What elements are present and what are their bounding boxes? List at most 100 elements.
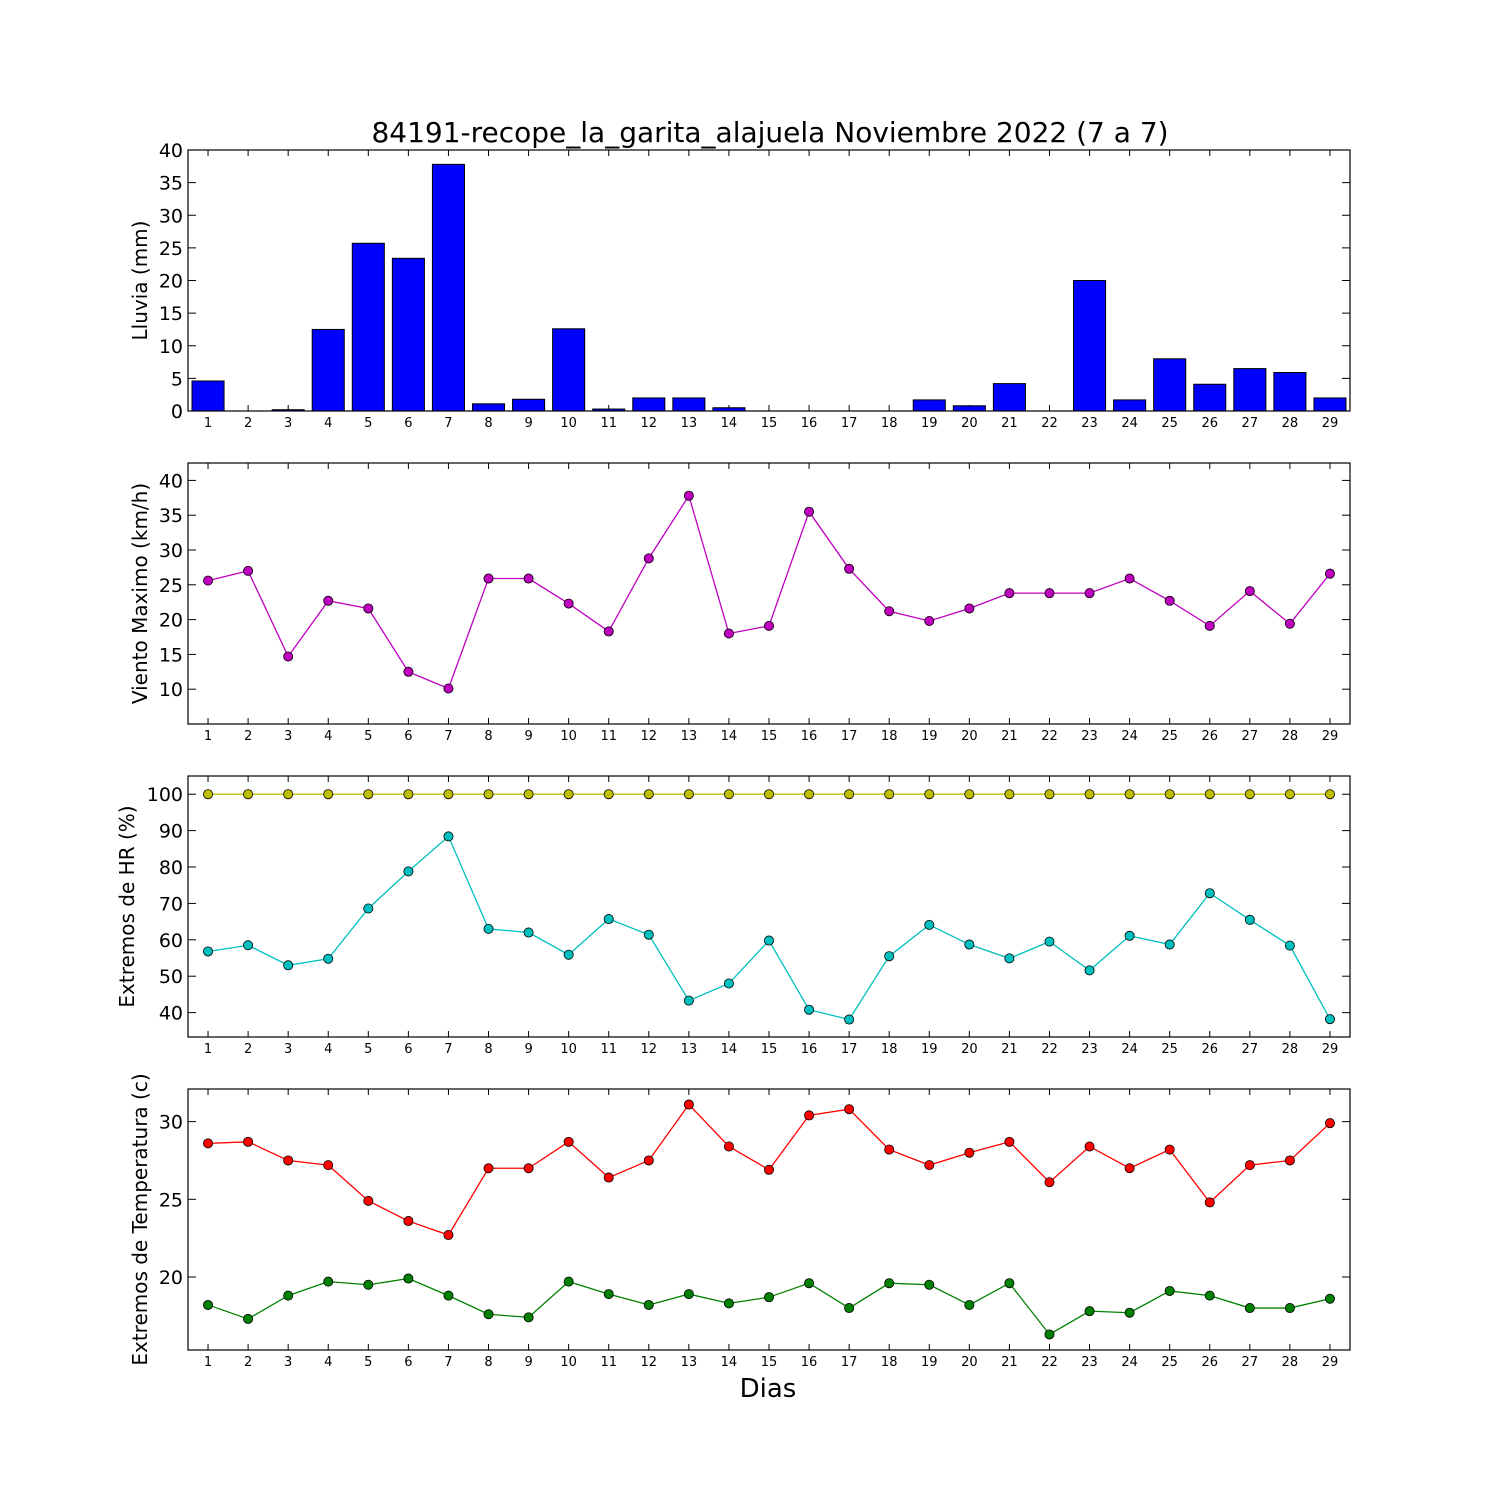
x-tick-label: 29 [1322, 416, 1339, 431]
y-tick-label: 5 [171, 368, 183, 390]
data-point [563, 949, 574, 960]
x-tick-label: 8 [484, 1355, 492, 1370]
y-axis-label: Viento Maximo (km/h) [128, 483, 152, 704]
x-tick-label: 10 [560, 729, 577, 744]
x-tick-label: 10 [560, 416, 577, 431]
x-tick-label: 1 [204, 1042, 212, 1057]
data-point [403, 789, 414, 800]
data-point [1284, 789, 1295, 800]
data-point [844, 563, 855, 574]
data-point [203, 789, 214, 800]
x-tick-label: 13 [681, 1355, 698, 1370]
data-point [283, 651, 294, 662]
data-point [363, 903, 374, 914]
data-point [483, 789, 494, 800]
data-point [924, 615, 935, 626]
data-point [563, 1136, 574, 1147]
data-point [1124, 1163, 1135, 1174]
data-point [1004, 588, 1015, 599]
data-point [723, 1298, 734, 1309]
x-tick-label: 17 [841, 1355, 858, 1370]
x-tick-label: 20 [961, 729, 978, 744]
x-tick-label: 18 [881, 729, 898, 744]
x-tick-label: 21 [1001, 416, 1018, 431]
data-point [243, 940, 254, 951]
data-point [643, 789, 654, 800]
x-tick-label: 9 [524, 729, 532, 744]
data-point [1044, 1329, 1055, 1340]
data-point [1124, 789, 1135, 800]
data-point [563, 1276, 574, 1287]
x-tick-label: 23 [1081, 416, 1098, 431]
x-tick-label: 25 [1161, 1355, 1178, 1370]
plot-frame [187, 462, 1351, 725]
bar [1233, 368, 1267, 412]
data-point [1284, 940, 1295, 951]
data-point [1124, 573, 1135, 584]
bar [1073, 280, 1107, 412]
x-tick-label: 18 [881, 1042, 898, 1057]
data-point [1124, 1307, 1135, 1318]
x-tick-label: 12 [641, 1355, 658, 1370]
data-point [844, 1104, 855, 1115]
data-point [1204, 789, 1215, 800]
x-tick-label: 16 [801, 1042, 818, 1057]
x-tick-label: 14 [721, 1355, 738, 1370]
data-point [1164, 939, 1175, 950]
x-tick-label: 4 [324, 416, 332, 431]
data-point [283, 1290, 294, 1301]
bar [912, 399, 946, 412]
data-point [1204, 888, 1215, 899]
data-point [403, 666, 414, 677]
x-tick-label: 28 [1282, 729, 1299, 744]
data-point [323, 953, 334, 964]
data-point [603, 1289, 614, 1300]
data-point [804, 506, 815, 517]
data-point [323, 789, 334, 800]
data-point [723, 978, 734, 989]
y-tick-label: 70 [159, 893, 183, 915]
data-point [723, 628, 734, 639]
y-axis-label: Lluvia (mm) [128, 221, 152, 341]
x-tick-label: 5 [364, 1355, 372, 1370]
data-point [1204, 1197, 1215, 1208]
x-tick-label: 13 [681, 1042, 698, 1057]
x-tick-label: 22 [1041, 416, 1058, 431]
x-tick-label: 29 [1322, 1355, 1339, 1370]
x-tick-label: 3 [284, 416, 292, 431]
data-point [243, 565, 254, 576]
data-point [764, 935, 775, 946]
x-tick-label: 27 [1242, 1042, 1259, 1057]
data-point [844, 1014, 855, 1025]
data-point [203, 575, 214, 586]
x-tick-label: 20 [961, 1042, 978, 1057]
y-tick-label: 35 [159, 505, 183, 527]
x-tick-label: 14 [721, 1042, 738, 1057]
x-tick-label: 10 [560, 1355, 577, 1370]
y-tick-label: 20 [159, 610, 183, 632]
y-tick-label: 50 [159, 966, 183, 988]
data-point [363, 789, 374, 800]
bar [1153, 358, 1187, 412]
y-tick-label: 25 [159, 575, 183, 597]
x-tick-label: 24 [1121, 1355, 1138, 1370]
data-point [924, 919, 935, 930]
data-point [1084, 789, 1095, 800]
data-point [203, 1138, 214, 1149]
x-tick-label: 3 [284, 729, 292, 744]
y-tick-label: 20 [159, 1267, 183, 1289]
x-tick-label: 6 [404, 729, 412, 744]
bar [391, 257, 425, 412]
data-point [1084, 1141, 1095, 1152]
x-tick-label: 6 [404, 416, 412, 431]
bar [431, 163, 465, 412]
x-tick-label: 13 [681, 729, 698, 744]
x-tick-label: 27 [1242, 1355, 1259, 1370]
data-point [723, 1141, 734, 1152]
x-tick-label: 26 [1201, 1355, 1218, 1370]
data-point [804, 1110, 815, 1121]
bar [351, 242, 385, 412]
data-point [323, 595, 334, 606]
